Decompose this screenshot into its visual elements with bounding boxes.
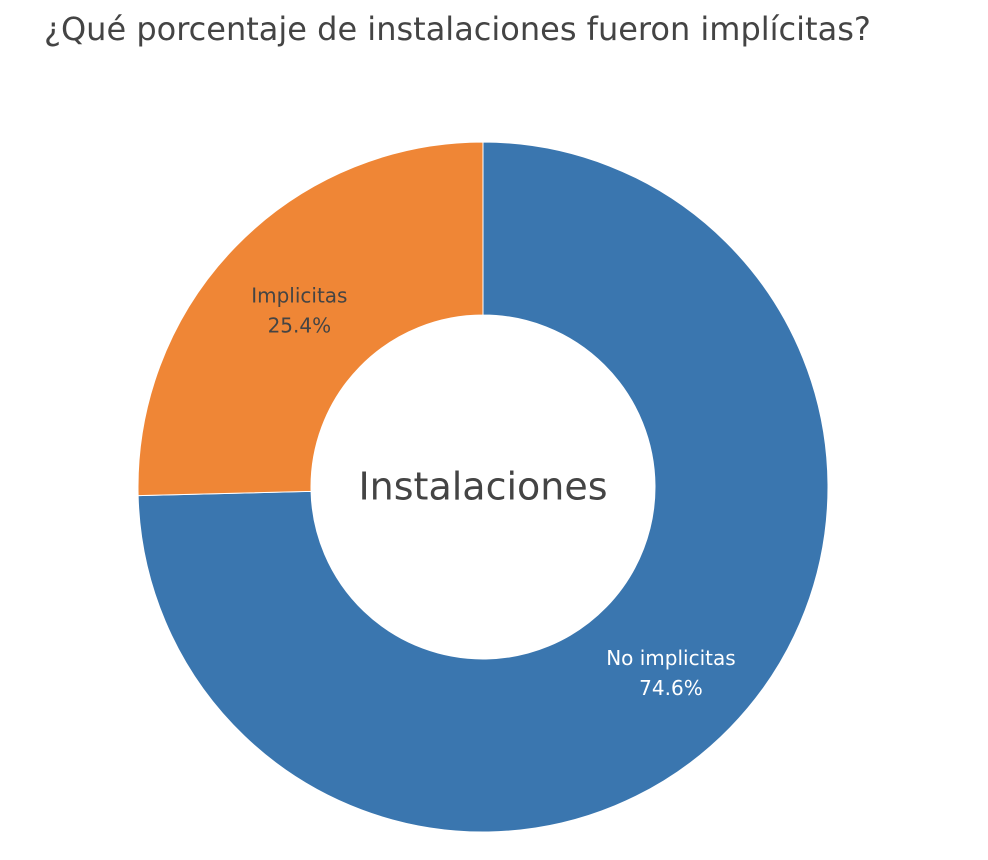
donut-center-label: Instalaciones <box>358 465 607 509</box>
slice-label-name: Implicitas <box>251 283 347 307</box>
slice-label-name: No implicitas <box>606 646 735 670</box>
slice-label-value: 25.4% <box>268 313 332 337</box>
slice-label-value: 74.6% <box>639 676 703 700</box>
slice-implicitas[interactable] <box>137 141 484 497</box>
slice-labels: No implicitas 74.6% Implicitas 25.4% <box>251 283 735 699</box>
donut-slices <box>137 141 829 833</box>
chart-title: ¿Qué porcentaje de instalaciones fueron … <box>44 10 871 48</box>
slice-no-implicitas[interactable] <box>137 141 829 833</box>
